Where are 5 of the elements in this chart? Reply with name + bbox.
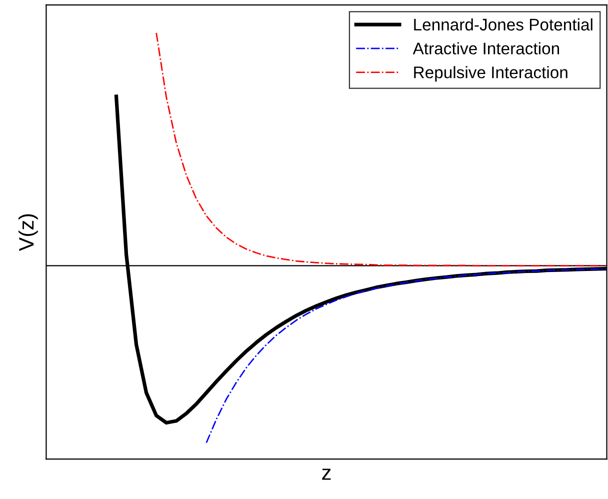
legend-label: Lennard-Jones Potential [414, 18, 592, 31]
x-axis-title: z [322, 468, 331, 480]
legend-label: Atractive Interaction [412, 42, 559, 54]
y-axis-title: V(z) [18, 214, 38, 252]
legend-label: Repulsive Interaction [414, 66, 568, 82]
